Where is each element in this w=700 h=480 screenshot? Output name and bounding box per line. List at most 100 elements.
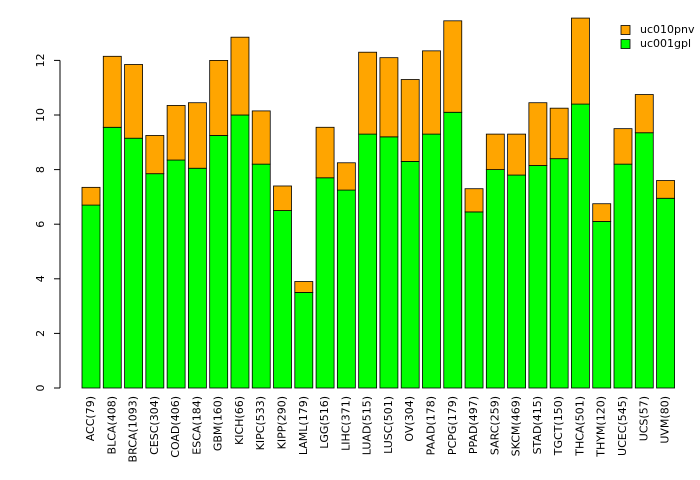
bar-uc010pnv [634, 94, 654, 134]
bar-uc001gpl [102, 126, 122, 389]
bar-uc010pnv [251, 110, 271, 165]
y-tick-label: 6 [34, 221, 47, 228]
x-tick-label: LGG(516) [318, 396, 331, 449]
bar-uc010pnv [485, 133, 505, 171]
bar-uc001gpl [507, 174, 527, 389]
bar-uc001gpl [400, 161, 420, 389]
legend-swatch-uc010pnv [620, 25, 631, 35]
x-tick-label: KIPP(290) [276, 396, 289, 449]
bar-uc010pnv [315, 126, 335, 179]
bar-uc010pnv [422, 50, 441, 135]
x-axis-labels: ACC(79) BLCA(408) BRCA(1093) CESC(304) COAD(… [84, 396, 672, 462]
bar-uc001gpl [485, 169, 505, 389]
x-tick-label: UVM(80) [659, 396, 672, 444]
y-axis: 0 2 4 6 8 10 12 [34, 53, 61, 392]
x-tick-label: BRCA(1093) [127, 396, 140, 462]
y-tick-label: 0 [34, 385, 47, 392]
x-tick-label: GBM(160) [212, 396, 225, 451]
bar-uc001gpl [294, 292, 314, 389]
bar-uc010pnv [294, 281, 314, 293]
x-tick-label: THCA(501) [573, 396, 586, 457]
bar-uc010pnv [209, 60, 229, 136]
x-tick-label: LUAD(515) [361, 396, 374, 455]
x-tick-label: LAML(179) [297, 396, 310, 455]
y-tick-label: 4 [34, 275, 47, 282]
x-tick-label: OV(304) [403, 396, 416, 442]
x-tick-label: KICH(66) [233, 396, 246, 445]
x-tick-label: ESCA(184) [190, 396, 203, 455]
bar-uc001gpl [145, 173, 165, 389]
bar-uc001gpl [379, 136, 399, 389]
bar-uc001gpl [634, 132, 654, 389]
x-tick-label: PAAD(178) [424, 396, 437, 455]
y-tick-label: 12 [34, 53, 47, 67]
bar-uc010pnv [613, 128, 633, 165]
bar-uc001gpl [422, 133, 441, 389]
bar-uc010pnv [507, 133, 527, 176]
legend-swatch-uc001gpl [620, 39, 631, 49]
x-tick-label: KIPC(533) [254, 396, 267, 450]
bar-uc001gpl [464, 211, 484, 389]
x-tick-label: PCPG(179) [446, 396, 459, 455]
x-tick-label: LIHC(371) [339, 396, 352, 451]
bar-uc010pnv [230, 36, 250, 116]
bar-uc010pnv [400, 79, 420, 162]
bar-uc001gpl [124, 137, 143, 389]
x-tick-label: SARC(259) [488, 396, 501, 455]
bar-uc001gpl [592, 221, 612, 389]
bar-uc010pnv [358, 51, 378, 135]
bar-uc010pnv [571, 17, 590, 105]
bar-uc010pnv [187, 102, 207, 169]
bar-uc010pnv [549, 107, 569, 160]
bar-uc001gpl [187, 167, 207, 389]
bar-uc001gpl [358, 133, 378, 389]
bar-uc010pnv [443, 20, 463, 113]
bar-uc010pnv [124, 64, 143, 139]
x-tick-label: ACC(79) [84, 396, 97, 441]
y-tick-label: 8 [34, 166, 47, 173]
x-tick-label: TGCT(150) [552, 396, 565, 456]
x-tick-label: COAD(406) [169, 396, 182, 458]
bar-uc001gpl [613, 163, 633, 389]
x-tick-label: STAD(415) [531, 396, 544, 454]
bar-uc010pnv [528, 102, 548, 166]
x-tick-label: UCEC(545) [616, 396, 629, 456]
legend-label-uc010pnv: uc010pnv [640, 23, 695, 36]
legend-label-uc001gpl: uc001gpl [640, 37, 691, 50]
bar-uc001gpl [273, 210, 292, 389]
x-tick-label: LUSC(501) [382, 396, 395, 454]
bar-uc001gpl [549, 158, 569, 389]
bar-uc010pnv [102, 55, 122, 128]
bar-uc001gpl [251, 163, 271, 389]
bar-uc001gpl [571, 103, 590, 389]
x-tick-label: PPAD(497) [467, 396, 480, 454]
bar-uc001gpl [81, 204, 101, 389]
bar-uc001gpl [656, 197, 675, 389]
bar-uc001gpl [336, 189, 356, 389]
y-tick-label: 2 [34, 330, 47, 337]
bar-uc001gpl [166, 159, 186, 389]
bars [81, 17, 675, 389]
bar-uc010pnv [592, 203, 612, 222]
bar-uc001gpl [528, 165, 548, 389]
x-tick-label: CESC(304) [148, 396, 161, 455]
bar-uc001gpl [443, 111, 463, 389]
x-tick-label: UCS(57) [637, 396, 650, 441]
bar-uc010pnv [379, 57, 399, 138]
bar-uc010pnv [464, 188, 484, 213]
bar-uc010pnv [166, 105, 186, 161]
bar-uc010pnv [81, 186, 101, 206]
bar-uc010pnv [656, 180, 675, 199]
bar-uc001gpl [209, 135, 229, 389]
y-tick-label: 10 [34, 108, 47, 122]
bar-uc010pnv [336, 162, 356, 191]
x-tick-label: SKCM(469) [510, 396, 523, 456]
bar-uc010pnv [145, 135, 165, 175]
x-tick-label: THYM(120) [595, 396, 608, 458]
bar-uc001gpl [315, 177, 335, 389]
x-tick-label: BLCA(408) [105, 396, 118, 454]
bar-uc010pnv [273, 185, 292, 211]
bar-uc001gpl [230, 114, 250, 389]
